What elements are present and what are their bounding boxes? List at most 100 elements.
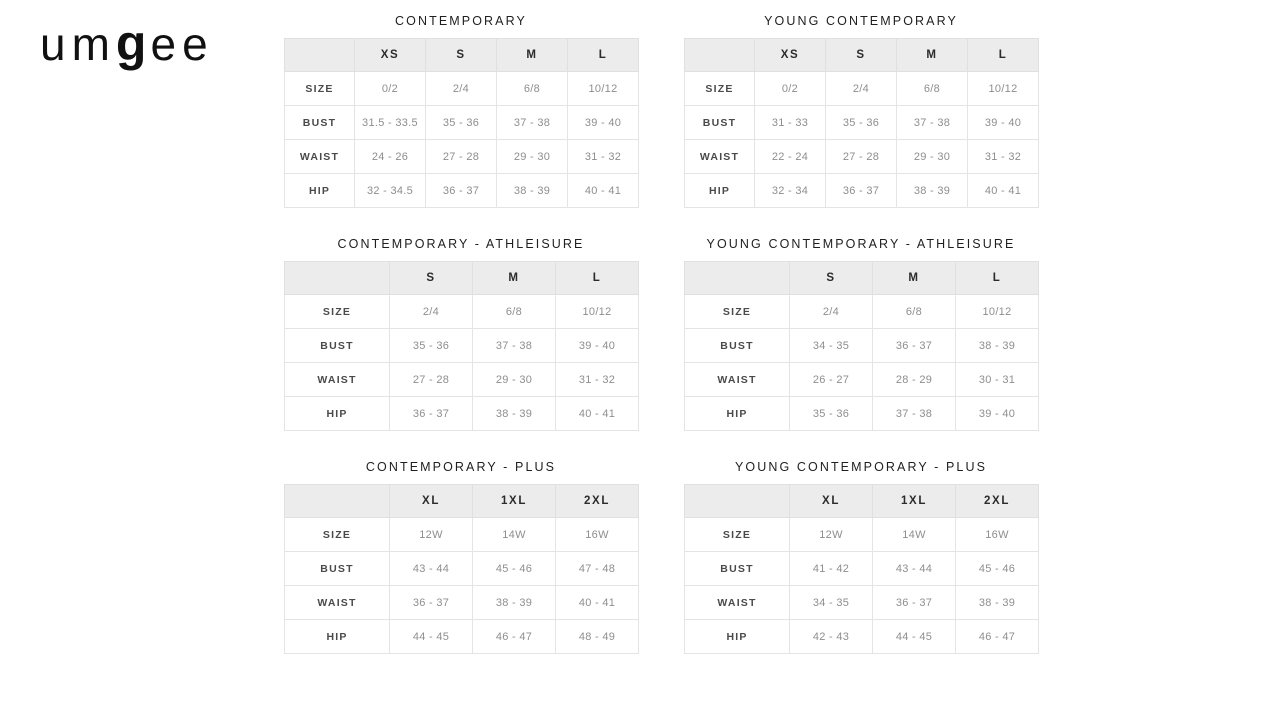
measurement-cell: 40 - 41 xyxy=(555,585,639,620)
measurement-cell: 35 - 36 xyxy=(425,105,497,140)
measurement-cell: 31 - 33 xyxy=(754,105,826,140)
table-row: BUST 34 - 35 36 - 37 38 - 39 xyxy=(684,328,1039,363)
table-row: WAIST 36 - 37 38 - 39 40 - 41 xyxy=(284,585,639,620)
measurement-cell: 12W xyxy=(789,517,873,552)
size-chart-grid: CONTEMPORARY XS S M L SIZE 0/2 2/4 6/8 10/12 BUST 3… xyxy=(284,14,1044,683)
column-header: XS xyxy=(354,38,426,72)
measurement-cell: 31.5 - 33.5 xyxy=(354,105,426,140)
table-row: WAIST 24 - 26 27 - 28 29 - 30 31 - 32 xyxy=(284,139,639,174)
measurement-cell: 36 - 37 xyxy=(389,396,473,431)
table-row: WAIST 34 - 35 36 - 37 38 - 39 xyxy=(684,585,1039,620)
measurement-cell: 16W xyxy=(555,517,639,552)
row-label: HIP xyxy=(284,173,355,208)
chart-block: YOUNG CONTEMPORARY - ATHLEISURE S M L SIZE 2/… xyxy=(684,237,1039,431)
measurement-cell: 2/4 xyxy=(825,71,897,106)
row-label: WAIST xyxy=(284,362,390,397)
measurement-cell: 2/4 xyxy=(425,71,497,106)
row-label: WAIST xyxy=(684,362,790,397)
chart-block: YOUNG CONTEMPORARY - PLUS XL 1XL 2XL SIZE 12W… xyxy=(684,460,1039,654)
chart-title: CONTEMPORARY - PLUS xyxy=(365,460,557,474)
table-header-row: XS S M L xyxy=(684,38,1039,72)
measurement-cell: 40 - 41 xyxy=(567,173,639,208)
chart-title: YOUNG CONTEMPORARY - ATHLEISURE xyxy=(706,237,1016,251)
measurement-cell: 39 - 40 xyxy=(967,105,1039,140)
measurement-cell: 27 - 28 xyxy=(425,139,497,174)
table-row: HIP 42 - 43 44 - 45 46 - 47 xyxy=(684,619,1039,654)
table-row: BUST 35 - 36 37 - 38 39 - 40 xyxy=(284,328,639,363)
column-header: L xyxy=(555,261,639,295)
row-label: WAIST xyxy=(284,585,390,620)
measurement-cell: 31 - 32 xyxy=(967,139,1039,174)
logo-letter-m: m xyxy=(71,18,116,70)
table-header-row: XL 1XL 2XL xyxy=(684,484,1039,518)
table-row: WAIST 26 - 27 28 - 29 30 - 31 xyxy=(684,362,1039,397)
measurement-cell: 26 - 27 xyxy=(789,362,873,397)
row-label: BUST xyxy=(684,328,790,363)
column-header: L xyxy=(967,38,1039,72)
table-row: SIZE 12W 14W 16W xyxy=(284,517,639,552)
size-table: XL 1XL 2XL SIZE 12W 14W 16W BUST 41 - 42 43 - 44 4… xyxy=(684,484,1039,654)
size-table: XS S M L SIZE 0/2 2/4 6/8 10/12 BUST 31.5 - 33.5 35… xyxy=(284,38,639,208)
chart-row: CONTEMPORARY - PLUS XL 1XL 2XL SIZE 12W 14W 16W… xyxy=(284,460,1044,654)
row-label: SIZE xyxy=(684,294,790,329)
measurement-cell: 36 - 37 xyxy=(389,585,473,620)
measurement-cell: 47 - 48 xyxy=(555,551,639,586)
row-label: HIP xyxy=(684,619,790,654)
measurement-cell: 34 - 35 xyxy=(789,585,873,620)
row-label: WAIST xyxy=(684,139,755,174)
row-label: SIZE xyxy=(284,294,390,329)
row-label: HIP xyxy=(684,173,755,208)
measurement-cell: 45 - 46 xyxy=(472,551,556,586)
measurement-cell: 35 - 36 xyxy=(825,105,897,140)
measurement-cell: 27 - 28 xyxy=(389,362,473,397)
measurement-cell: 39 - 40 xyxy=(555,328,639,363)
row-label: BUST xyxy=(684,551,790,586)
measurement-cell: 2/4 xyxy=(389,294,473,329)
measurement-cell: 27 - 28 xyxy=(825,139,897,174)
table-row: HIP 32 - 34 36 - 37 38 - 39 40 - 41 xyxy=(684,173,1039,208)
table-row: SIZE 2/4 6/8 10/12 xyxy=(684,294,1039,329)
measurement-cell: 29 - 30 xyxy=(472,362,556,397)
chart-block: CONTEMPORARY - PLUS XL 1XL 2XL SIZE 12W 14W 16W… xyxy=(284,460,639,654)
measurement-cell: 28 - 29 xyxy=(872,362,956,397)
measurement-cell: 45 - 46 xyxy=(955,551,1039,586)
row-label: WAIST xyxy=(684,585,790,620)
table-row: BUST 31.5 - 33.5 35 - 36 37 - 38 39 - 40 xyxy=(284,105,639,140)
table-row: BUST 31 - 33 35 - 36 37 - 38 39 - 40 xyxy=(684,105,1039,140)
table-row: SIZE 0/2 2/4 6/8 10/12 xyxy=(284,71,639,106)
table-row: WAIST 22 - 24 27 - 28 29 - 30 31 - 32 xyxy=(684,139,1039,174)
measurement-cell: 38 - 39 xyxy=(472,396,556,431)
brand-logo: umgee xyxy=(40,18,214,68)
measurement-cell: 10/12 xyxy=(555,294,639,329)
measurement-cell: 46 - 47 xyxy=(472,619,556,654)
measurement-cell: 44 - 45 xyxy=(872,619,956,654)
chart-block: CONTEMPORARY XS S M L SIZE 0/2 2/4 6/8 10/12 BUST 3… xyxy=(284,14,639,208)
measurement-cell: 34 - 35 xyxy=(789,328,873,363)
column-header: M xyxy=(872,261,956,295)
chart-block: YOUNG CONTEMPORARY XS S M L SIZE 0/2 2/4 6/8 10/1… xyxy=(684,14,1039,208)
row-label: BUST xyxy=(284,105,355,140)
row-label: WAIST xyxy=(284,139,355,174)
measurement-cell: 46 - 47 xyxy=(955,619,1039,654)
row-label: BUST xyxy=(284,551,390,586)
measurement-cell: 22 - 24 xyxy=(754,139,826,174)
size-table: XS S M L SIZE 0/2 2/4 6/8 10/12 BUST 31 - 33 35 - 3… xyxy=(684,38,1039,208)
row-label: SIZE xyxy=(684,71,755,106)
column-header: M xyxy=(472,261,556,295)
measurement-cell: 10/12 xyxy=(567,71,639,106)
table-corner-cell xyxy=(284,261,390,295)
measurement-cell: 37 - 38 xyxy=(472,328,556,363)
chart-title: YOUNG CONTEMPORARY xyxy=(764,14,958,28)
size-table: S M L SIZE 2/4 6/8 10/12 BUST 34 - 35 36 - 37 38 -… xyxy=(684,261,1039,431)
measurement-cell: 37 - 38 xyxy=(872,396,956,431)
table-corner-cell xyxy=(284,38,355,72)
column-header: M xyxy=(496,38,568,72)
measurement-cell: 29 - 30 xyxy=(896,139,968,174)
measurement-cell: 32 - 34 xyxy=(754,173,826,208)
column-header: S xyxy=(389,261,473,295)
measurement-cell: 36 - 37 xyxy=(872,328,956,363)
table-row: SIZE 2/4 6/8 10/12 xyxy=(284,294,639,329)
measurement-cell: 40 - 41 xyxy=(555,396,639,431)
row-label: HIP xyxy=(684,396,790,431)
